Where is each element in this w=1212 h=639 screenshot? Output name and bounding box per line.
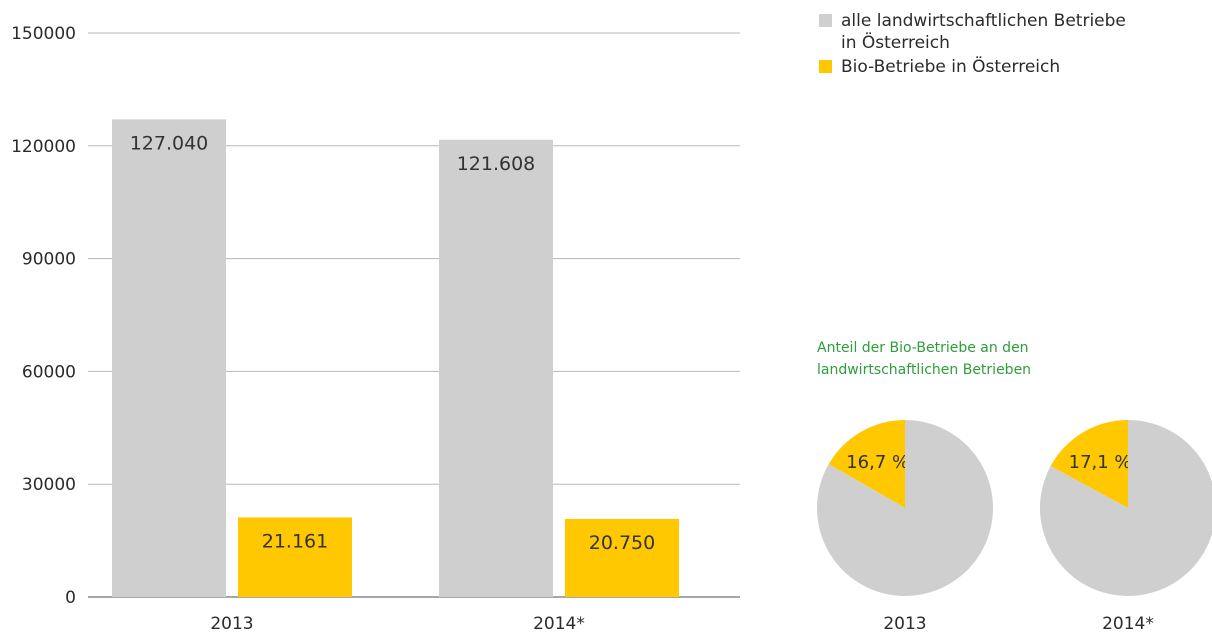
legend-item-all-farms: alle landwirtschaftlichen Betriebe in Ös… — [819, 10, 1141, 54]
bar-value-label: 20.750 — [589, 532, 655, 554]
bar-value-label: 127.040 — [130, 132, 209, 154]
pie-charts: 16,7 % 2013 17,1 % 2014* — [816, 420, 1212, 634]
pie-chart-title: Anteil der Bio-Betriebe an den landwirts… — [817, 337, 1147, 381]
legend-label-organic-farms: Bio-Betriebe in Österreich — [841, 57, 1061, 77]
bar-organic-farms — [565, 518, 679, 597]
pie-slice-label: 16,7 % — [846, 452, 909, 473]
pie-category-label: 2013 — [883, 614, 926, 634]
bars — [112, 119, 679, 598]
pie-slice-organic — [828, 420, 905, 508]
legend-label-all-farms: alle landwirtschaftlichen Betriebe in Ös… — [841, 11, 1126, 53]
pie-slice-other — [1040, 420, 1212, 596]
legend-swatch-all-farms — [819, 14, 832, 27]
pie-chart-title-line-1: Anteil der Bio-Betriebe an den — [817, 340, 1029, 356]
x-tick-label: 2014* — [533, 614, 585, 634]
bar-value-labels: 127.040 21.161 121.608 20.750 — [130, 132, 656, 554]
legend: alle landwirtschaftlichen Betriebe in Ös… — [819, 10, 1141, 80]
bar-organic-farms — [238, 517, 352, 597]
pie-chart-title-line-2: landwirtschaftlichen Betrieben — [817, 362, 1032, 378]
y-tick-label: 120000 — [11, 137, 76, 157]
pie-slice-organic — [1050, 420, 1128, 508]
y-tick-label: 0 — [65, 588, 76, 608]
legend-item-organic-farms: Bio-Betriebe in Österreich — [819, 56, 1141, 78]
y-tick-label: 90000 — [22, 250, 76, 270]
pie-chart: 17,1 % 2014* — [1040, 420, 1212, 634]
x-axis-tick-labels: 2013 2014* — [210, 614, 585, 634]
bar-all-farms — [439, 139, 553, 598]
pie-slice-label: 17,1 % — [1069, 452, 1132, 473]
bar-all-farms — [112, 119, 226, 598]
y-tick-label: 150000 — [11, 24, 76, 44]
y-tick-label: 60000 — [22, 362, 76, 382]
pie-chart: 16,7 % 2013 — [816, 420, 993, 634]
x-tick-label: 2013 — [210, 614, 253, 634]
y-axis-tick-labels: 0 30000 60000 90000 120000 150000 — [11, 24, 76, 608]
legend-swatch-organic-farms — [819, 60, 832, 73]
pie-category-label: 2014* — [1102, 614, 1154, 634]
bar-value-label: 121.608 — [457, 153, 536, 175]
bar-value-label: 21.161 — [262, 530, 328, 552]
y-tick-label: 30000 — [22, 475, 76, 495]
pie-slice-other — [816, 420, 993, 596]
